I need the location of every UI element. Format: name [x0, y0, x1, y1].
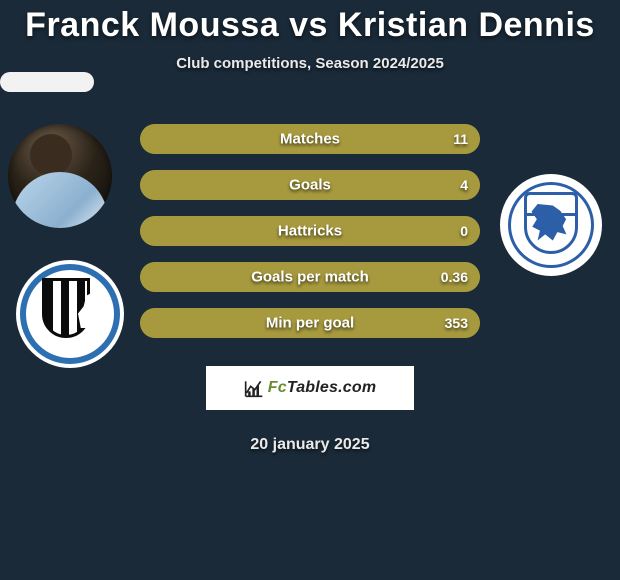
stat-value: 11: [453, 131, 468, 147]
player2-avatar: [0, 72, 94, 92]
date: 20 january 2025: [0, 436, 620, 454]
player1-avatar: [8, 124, 112, 228]
stat-value: 0: [460, 223, 468, 239]
stat-value: 0.36: [441, 269, 468, 285]
stat-value: 353: [445, 315, 468, 331]
stat-label: Goals: [289, 177, 331, 194]
logo-box: FcTables.com: [206, 366, 414, 410]
stat-row: Goals per match 0.36: [140, 262, 480, 292]
chart-line-icon: [244, 378, 264, 398]
player2-club-badge: [500, 174, 602, 276]
stat-label: Min per goal: [266, 315, 354, 332]
player1-club-badge: [16, 260, 124, 368]
stat-row: Hattricks 0: [140, 216, 480, 246]
stat-label: Goals per match: [251, 269, 369, 286]
stat-row: Goals 4: [140, 170, 480, 200]
stat-row: Min per goal 353: [140, 308, 480, 338]
stat-row: Matches 11: [140, 124, 480, 154]
stats-container: Matches 11 Goals 4 Hattricks 0 Goals per…: [140, 124, 480, 354]
logo-text-left: Fc: [268, 379, 287, 396]
stat-label: Matches: [280, 131, 340, 148]
logo-text: FcTables.com: [268, 379, 377, 397]
footer-logo: FcTables.com: [206, 366, 414, 410]
stat-value: 4: [460, 177, 468, 193]
stat-label: Hattricks: [278, 223, 342, 240]
page-title: Franck Moussa vs Kristian Dennis: [0, 0, 620, 45]
subtitle: Club competitions, Season 2024/2025: [0, 55, 620, 72]
logo-text-right: Tables.com: [287, 379, 376, 396]
